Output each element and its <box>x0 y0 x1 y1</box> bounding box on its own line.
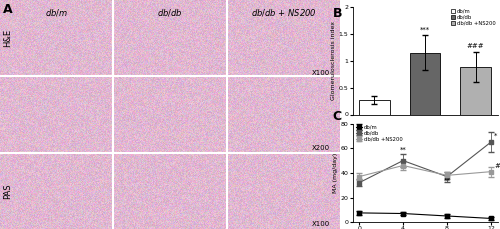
Text: B: B <box>332 7 342 20</box>
Text: $db/m$: $db/m$ <box>45 7 68 18</box>
Text: A: A <box>4 3 13 16</box>
Bar <box>410 53 440 114</box>
Text: X200: X200 <box>312 145 330 151</box>
Y-axis label: MA (mg/day): MA (mg/day) <box>332 153 338 193</box>
Text: PAS: PAS <box>4 183 13 199</box>
Legend: db/m, db/db, db/db +NS200: db/m, db/db, db/db +NS200 <box>450 8 496 26</box>
Text: C: C <box>332 110 342 123</box>
Text: **: ** <box>400 147 406 153</box>
Text: $db/db$ + NS200: $db/db$ + NS200 <box>250 7 316 18</box>
Text: ###: ### <box>467 43 484 49</box>
Text: #: # <box>494 163 500 169</box>
Text: X100: X100 <box>312 221 330 227</box>
Legend: db/m, db/db, db/db +NS200: db/m, db/db, db/db +NS200 <box>355 124 403 142</box>
Y-axis label: Glomerulosclerosis index: Glomerulosclerosis index <box>331 21 336 100</box>
Text: H&E: H&E <box>4 29 13 47</box>
Text: X100: X100 <box>312 70 330 76</box>
Text: ***: *** <box>420 27 430 33</box>
Bar <box>359 100 390 114</box>
Text: *: * <box>494 132 498 138</box>
Text: $db/db$: $db/db$ <box>157 7 183 18</box>
Bar <box>460 67 491 114</box>
Text: **: ** <box>444 178 450 184</box>
